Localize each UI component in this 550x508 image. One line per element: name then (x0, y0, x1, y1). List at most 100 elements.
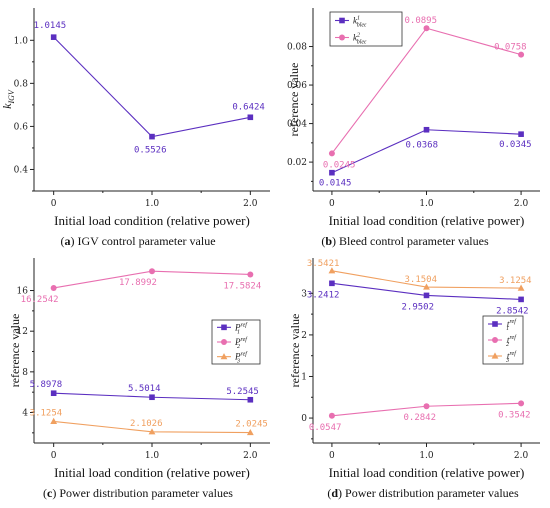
y-axis-title: reference value (288, 314, 302, 388)
data-point (329, 280, 335, 287)
x-tick-label: 1.0 (145, 451, 160, 461)
data-label: 0.0345 (499, 140, 532, 150)
panel-caption-letter-bold: a (64, 234, 70, 248)
data-point (247, 396, 254, 403)
panel-caption: (c) Power distribution parameter values (43, 486, 233, 500)
data-label: 17.8992 (119, 278, 157, 288)
y-tick-label: 12 (17, 327, 28, 337)
data-label: 0.3542 (498, 410, 531, 420)
data-label: 0.0547 (309, 423, 342, 433)
data-label: 0.0245 (323, 160, 356, 170)
y-tick-label: 1 (301, 372, 307, 382)
y-tick-label: 4 (22, 409, 28, 419)
data-label: 2.8542 (496, 306, 529, 316)
data-point (329, 169, 335, 176)
legend-entry-sub: 1 (506, 326, 509, 332)
legend-entry-sup: ref (509, 334, 517, 341)
y-tick-label: 0.04 (287, 120, 307, 130)
legend-entry-sub: 3 (236, 359, 240, 365)
data-label: 3.1504 (405, 275, 438, 285)
panel-caption-letter-bold: d (331, 486, 338, 500)
data-label: 3.1254 (30, 408, 63, 418)
series-line (331, 27, 522, 154)
y-tick-label: 0.8 (14, 79, 29, 89)
data-point (246, 428, 254, 436)
data-point (247, 271, 254, 278)
x-tick-label: 2.0 (243, 451, 258, 461)
panel-caption-text: Bleed control parameter values (336, 234, 489, 248)
legend-entry-sub: 2 (506, 342, 509, 348)
legend-entry-sub: bleε (357, 23, 367, 29)
data-point (423, 126, 430, 133)
y-tick-label: 8 (22, 368, 28, 378)
y-tick-label: 0.06 (287, 81, 307, 91)
data-label: 0.0145 (319, 179, 352, 189)
data-label: 0.5526 (134, 146, 167, 156)
legend-swatch-marker (221, 324, 227, 331)
x-axis-title: Initial load condition (relative power) (54, 213, 250, 228)
data-point (328, 267, 336, 274)
data-label: 3.5421 (307, 259, 340, 269)
x-tick-label: 1.0 (419, 199, 434, 209)
legend-entry-sup: 1 (357, 16, 360, 22)
data-point (50, 417, 58, 424)
y-tick-label: 1.0 (14, 36, 29, 46)
chart-panel-b: 0.02 0.04 0.06 0.08 0 1.0 2.0 Initial load cond… (287, 8, 540, 248)
legend-entry-sup: ref (241, 351, 249, 358)
x-tick-label: 1.0 (419, 451, 434, 461)
data-label: 16.2542 (21, 295, 59, 305)
data-point (50, 390, 57, 397)
panel-caption: (a) IGV control parameter value (60, 234, 215, 248)
x-tick-label: 1.0 (145, 199, 160, 209)
y-axis-title: reference value (8, 314, 22, 388)
y-axis-title-sub: IGV (7, 89, 16, 104)
legend-entry-sub: 3 (505, 358, 509, 364)
data-label: 2.0245 (235, 420, 268, 430)
data-label: 5.2545 (226, 387, 259, 397)
panel-caption-text: Power distribution parameter values (342, 486, 519, 500)
x-axis-title: Initial load condition (relative power) (54, 465, 250, 480)
x-tick-label: 0 (329, 199, 335, 209)
x-tick-label: 0 (51, 199, 57, 209)
panel-caption-letter: ( (321, 234, 325, 248)
panel-caption-letter-close: ) (52, 486, 56, 500)
legend-swatch-marker (221, 339, 227, 345)
data-point (518, 51, 525, 58)
data-label: 5.8978 (30, 380, 63, 390)
data-point (50, 34, 57, 40)
data-point (149, 268, 155, 275)
legend-entry-sup: 2 (357, 33, 360, 39)
panel-caption-letter-bold: b (325, 234, 332, 248)
legend-entry-sub: 1 (237, 329, 240, 335)
legend-entry-sup: ref (241, 336, 249, 343)
legend-swatch-marker (491, 352, 499, 359)
panel-caption: (b) Bleed control parameter values (321, 234, 489, 248)
y-axis-title: kIGV (0, 89, 16, 109)
data-point (149, 133, 155, 140)
data-point (247, 114, 254, 121)
data-label: 0.0895 (405, 16, 438, 26)
panel-caption-letter-close: ) (70, 234, 74, 248)
data-label: 0.6424 (232, 102, 265, 112)
data-point (328, 412, 335, 419)
x-tick-label: 2.0 (514, 451, 529, 461)
x-axis-title: Initial load condition (relative power) (329, 213, 525, 228)
panel-caption-letter: ( (60, 234, 64, 248)
panel-caption-letter-close: ) (338, 486, 342, 500)
y-tick-label: 2 (301, 331, 307, 341)
panel-caption: (d) Power distribution parameter values (327, 486, 519, 500)
data-point (423, 283, 430, 290)
y-tick-label: 0 (301, 414, 307, 424)
y-tick-label: 16 (17, 287, 29, 297)
legend-entry-sup: ref (509, 350, 517, 357)
y-tick-label: 3 (301, 289, 307, 299)
legend-swatch-marker (339, 17, 345, 24)
data-label: 3.2412 (307, 290, 340, 300)
data-point (518, 296, 524, 303)
data-point (149, 394, 155, 401)
data-label: 1.0145 (34, 21, 67, 31)
data-label: 0.0368 (406, 141, 439, 151)
